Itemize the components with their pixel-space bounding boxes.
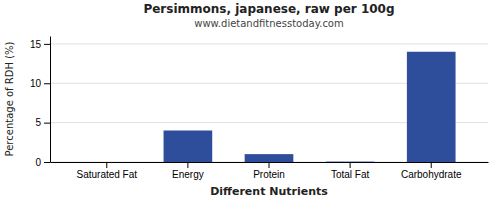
x-axis-title: Different Nutrients xyxy=(210,185,328,198)
y-axis-line xyxy=(50,37,51,163)
chart-svg: Persimmons, japanese, raw per 100g www.di… xyxy=(0,0,500,200)
grid xyxy=(50,44,488,162)
y-tick: 5 xyxy=(35,117,50,128)
x-tick-label: Saturated Fat xyxy=(76,169,137,180)
bar xyxy=(245,154,294,162)
y-tick: 15 xyxy=(30,39,50,50)
x-tick-label: Total Fat xyxy=(331,169,370,180)
x-tick: Carbohydrate xyxy=(401,162,462,180)
bar xyxy=(164,131,213,163)
y-tick-mark xyxy=(44,83,50,84)
plot-area: Saturated Fat Energy Protein Total Fat Carbo… xyxy=(30,37,489,181)
x-tick: Protein xyxy=(253,162,285,180)
y-tick-label: 10 xyxy=(30,78,42,89)
y-tick: 10 xyxy=(30,78,50,89)
y-tick-mark xyxy=(44,44,50,45)
bar xyxy=(82,162,131,163)
y-axis: 0 5 10 15 xyxy=(30,37,51,168)
x-tick-label: Energy xyxy=(172,169,204,180)
x-tick-mark xyxy=(187,162,188,168)
bar xyxy=(407,52,456,162)
grid-line xyxy=(50,43,488,44)
x-tick: Saturated Fat xyxy=(76,162,137,180)
x-tick-label: Protein xyxy=(253,169,285,180)
x-tick-label: Carbohydrate xyxy=(401,169,462,180)
bars xyxy=(164,52,456,162)
x-tick: Total Fat xyxy=(331,162,370,180)
title: Persimmons, japanese, raw per 100g xyxy=(143,2,394,16)
y-tick: 0 xyxy=(35,157,50,168)
x-tick-mark xyxy=(269,162,270,168)
x-tick-mark xyxy=(106,162,107,168)
y-tick-mark xyxy=(44,162,50,163)
y-tick-mark xyxy=(44,123,50,124)
x-tick-mark xyxy=(431,162,432,168)
chart-container: Persimmons, japanese, raw per 100g www.di… xyxy=(0,0,500,200)
y-tick-label: 0 xyxy=(35,157,41,168)
bar xyxy=(326,161,375,162)
y-tick-label: 5 xyxy=(35,117,41,128)
x-tick-mark xyxy=(350,162,351,168)
x-tick: Energy xyxy=(172,162,204,180)
x-axis: Saturated Fat Energy Protein Total Fat Carbo… xyxy=(51,162,489,180)
y-axis-title: Percentage of RDH (%) xyxy=(4,41,15,156)
y-tick-label: 15 xyxy=(30,39,42,50)
subtitle: www.dietandfitnesstoday.com xyxy=(194,18,343,29)
